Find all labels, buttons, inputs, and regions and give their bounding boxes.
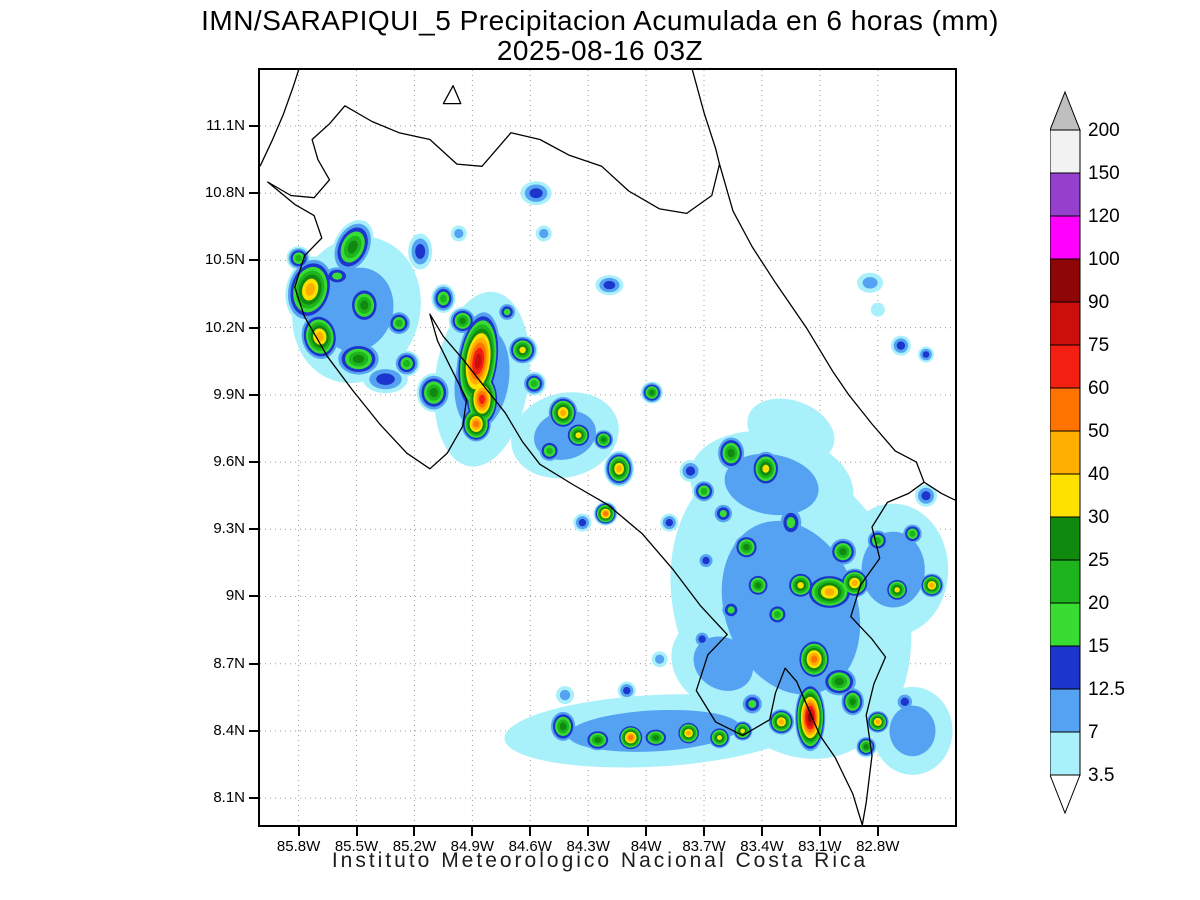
- lon-tick-mark: [645, 827, 648, 836]
- lake-island: [442, 85, 462, 105]
- colorbar-segment: [1049, 344, 1081, 389]
- lat-tick-mark: [249, 595, 258, 598]
- colorbar-tick-label: 50: [1088, 421, 1109, 442]
- lon-tick-label: 84.9W: [450, 838, 495, 855]
- colorbar-segment: [1049, 473, 1081, 518]
- lat-tick-mark: [249, 192, 258, 195]
- colorbar-tick-label: 3.5: [1088, 765, 1114, 786]
- lat-tick-mark: [249, 528, 258, 531]
- lon-tick-label: 85.8W: [276, 838, 321, 855]
- lon-tick-mark: [471, 827, 474, 836]
- colorbar-segment: [1049, 688, 1081, 733]
- colorbar-segment: [1049, 430, 1081, 475]
- lat-tick-label: 9N: [225, 587, 245, 605]
- colorbar-segment: [1049, 731, 1081, 776]
- lat-tick-label: 9.6N: [213, 453, 245, 471]
- lon-tick-label: 82.8W: [856, 838, 900, 855]
- colorbar-tick-label: 100: [1088, 249, 1120, 270]
- colorbar-tick-label: 15: [1088, 636, 1109, 657]
- nicaragua-pacific-coast: [260, 70, 300, 167]
- panama-caribbean-coast: [923, 481, 955, 501]
- lat-tick-mark: [249, 326, 258, 329]
- lon-tick-mark: [587, 827, 590, 836]
- lat-tick-label: 9.3N: [213, 520, 245, 538]
- colorbar-tick-label: 25: [1088, 550, 1109, 571]
- lon-tick-mark: [529, 827, 532, 836]
- colorbar-tick-label: 40: [1088, 464, 1109, 485]
- lat-tick-label: 11.1N: [206, 117, 245, 134]
- lat-tick-label: 10.2N: [204, 318, 245, 336]
- colorbar-tick-label: 20: [1088, 593, 1109, 614]
- lat-tick-mark: [249, 125, 258, 127]
- colorbar-segment: [1049, 301, 1081, 346]
- colorbar-tick-label: 7: [1088, 722, 1099, 743]
- lon-tick-label: 84.6W: [508, 838, 552, 855]
- colorbar-tick-label: 30: [1088, 507, 1109, 528]
- footer-credit: Instituto Meteorologico Nacional Costa R…: [331, 849, 869, 872]
- lat-tick-label: 8.4N: [213, 721, 245, 739]
- coastline-borders: [260, 70, 955, 825]
- lon-tick-mark: [760, 827, 763, 836]
- colorbar-segment: [1049, 387, 1081, 432]
- colorbar-segment: [1049, 215, 1081, 260]
- lon-tick-label: 85.5W: [334, 838, 379, 855]
- colorbar-segment: [1049, 516, 1081, 561]
- lon-tick-mark: [355, 827, 358, 836]
- map-plot-area: [258, 68, 957, 827]
- lon-tick-mark: [876, 827, 879, 836]
- lat-tick-label: 8.7N: [213, 654, 245, 672]
- precipitation-map-svg: [260, 70, 955, 825]
- lon-tick-mark: [297, 827, 300, 836]
- lat-tick-label: 8.1N: [213, 789, 245, 807]
- precipitation-field: [285, 181, 953, 775]
- lon-tick-label: 83.4W: [740, 838, 784, 855]
- colorbar-tick-label: 120: [1088, 206, 1120, 227]
- colorbar-segment: [1049, 258, 1081, 303]
- colorbar-legend: 200 150 120 100 90 75 60 50 40 30 25 20 15 12.5 7 3.5: [1049, 90, 1150, 830]
- lat-tick-mark: [249, 797, 258, 800]
- colorbar-tick-label: 60: [1088, 378, 1109, 399]
- colorbar-segment: [1049, 129, 1081, 174]
- lat-tick-mark: [249, 461, 258, 464]
- lat-tick-label: 9.9N: [213, 385, 245, 403]
- costa-rica-mainland: [267, 105, 925, 825]
- colorbar-svg: 200 150 120 100 90 75 60 50 40 30 25 20 15 12.5 7 3.5: [1049, 90, 1125, 815]
- colorbar-tick-label: 75: [1088, 335, 1109, 356]
- colorbar-segment: [1049, 645, 1081, 690]
- lon-tick-mark: [413, 827, 416, 836]
- colorbar-arrow-bottom: [1049, 774, 1081, 815]
- lat-tick-mark: [249, 662, 258, 665]
- lat-tick-label: 10.8N: [204, 184, 245, 202]
- colorbar-segment: [1049, 602, 1081, 647]
- colorbar-tick-label: 12.5: [1088, 679, 1125, 700]
- lon-tick-label: 83.7W: [682, 838, 726, 855]
- colorbar-arrow-top: [1049, 90, 1081, 131]
- colorbar-tick-label: 200: [1088, 120, 1120, 141]
- chart-title: IMN/SARAPIQUI_5 Precipitacion Acumulada …: [201, 5, 999, 36]
- lat-tick-mark: [249, 393, 258, 396]
- colorbar-segment: [1049, 172, 1081, 217]
- lon-tick-mark: [703, 827, 706, 836]
- colorbar-tick-label: 150: [1088, 163, 1120, 184]
- colorbar-tick-label: 90: [1088, 292, 1109, 313]
- lon-tick-label: 83.1W: [798, 838, 842, 855]
- lon-tick-label: 84.3W: [566, 838, 610, 855]
- colorbar-segment: [1049, 559, 1081, 604]
- lat-tick-mark: [249, 259, 258, 262]
- lon-tick-mark: [818, 827, 821, 836]
- nicaragua-caribbean-coast: [691, 70, 721, 165]
- lon-tick-label: 85.2W: [392, 838, 437, 855]
- lon-tick-label: 84W: [630, 838, 662, 855]
- lat-tick-mark: [249, 729, 258, 732]
- chart-subtitle: 2025-08-16 03Z: [496, 35, 704, 66]
- lat-tick-label: 10.5N: [204, 251, 245, 269]
